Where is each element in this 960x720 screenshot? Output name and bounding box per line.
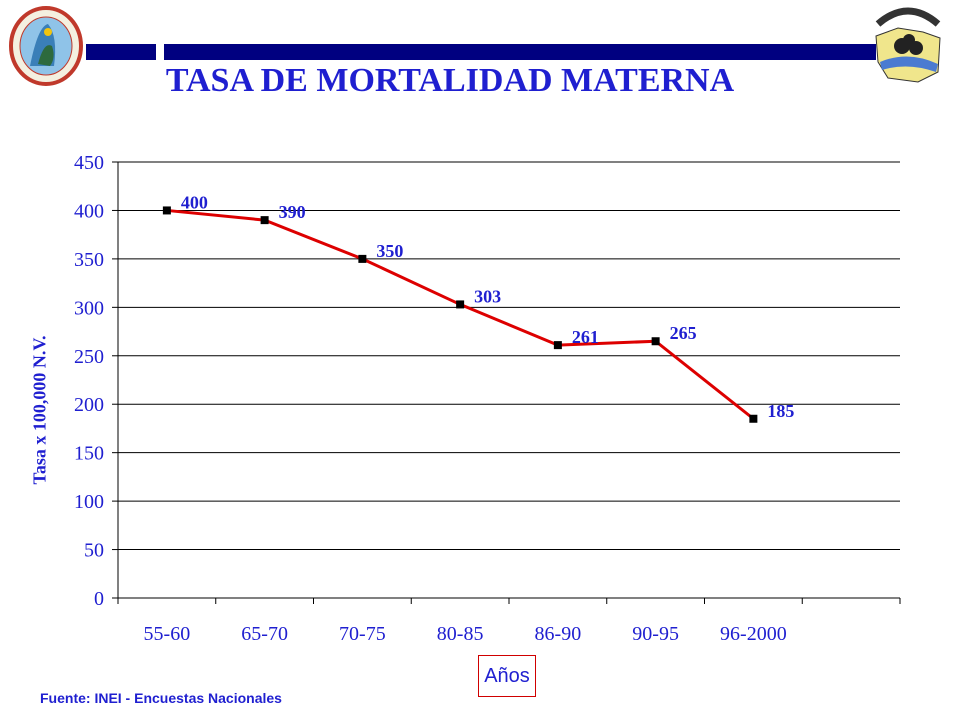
data-point — [358, 254, 367, 263]
data-label: 265 — [670, 323, 697, 343]
y-tick-label: 350 — [74, 249, 104, 271]
page-title: TASA DE MORTALIDAD MATERNA — [165, 62, 735, 99]
data-label: 390 — [279, 202, 306, 222]
source-note: Fuente: INEI - Encuestas Nacionales — [40, 690, 282, 706]
data-label: 400 — [181, 192, 208, 212]
data-label: 261 — [572, 327, 599, 347]
data-point — [456, 300, 465, 309]
y-axis-title: Tasa x 100,000 N.V. — [29, 335, 50, 485]
x-axis-title-text: Años — [484, 664, 530, 687]
data-label: 185 — [767, 401, 794, 421]
y-tick-label: 450 — [74, 152, 104, 174]
data-point — [553, 341, 562, 350]
data-point — [651, 337, 660, 346]
data-point — [749, 414, 758, 423]
y-tick-label: 200 — [74, 394, 104, 416]
x-tick-label: 55-60 — [144, 623, 191, 645]
y-tick-label: 300 — [74, 297, 104, 319]
title-bar-left — [86, 44, 156, 60]
data-label: 303 — [474, 286, 501, 306]
y-tick-label: 400 — [74, 200, 104, 222]
x-tick-label: 96-2000 — [720, 623, 787, 645]
x-tick-label: 70-75 — [339, 623, 386, 645]
data-point — [260, 216, 269, 225]
x-tick-label: 80-85 — [437, 623, 484, 645]
y-tick-label: 50 — [84, 540, 104, 562]
data-label: 350 — [376, 241, 403, 261]
y-tick-label: 100 — [74, 491, 104, 513]
x-tick-label: 86-90 — [535, 623, 582, 645]
y-tick-label: 250 — [74, 346, 104, 368]
gobierno-regional-logo — [9, 6, 83, 86]
title-bar-right — [164, 44, 876, 60]
x-tick-label: 65-70 — [241, 623, 288, 645]
x-tick-label: 90-95 — [632, 623, 679, 645]
direccion-regional-salud-logo — [875, 7, 941, 83]
y-tick-label: 150 — [74, 443, 104, 465]
data-point — [162, 206, 171, 215]
y-tick-label: 0 — [94, 588, 104, 610]
series-line — [166, 208, 755, 420]
x-axis-title: Años — [478, 655, 536, 697]
